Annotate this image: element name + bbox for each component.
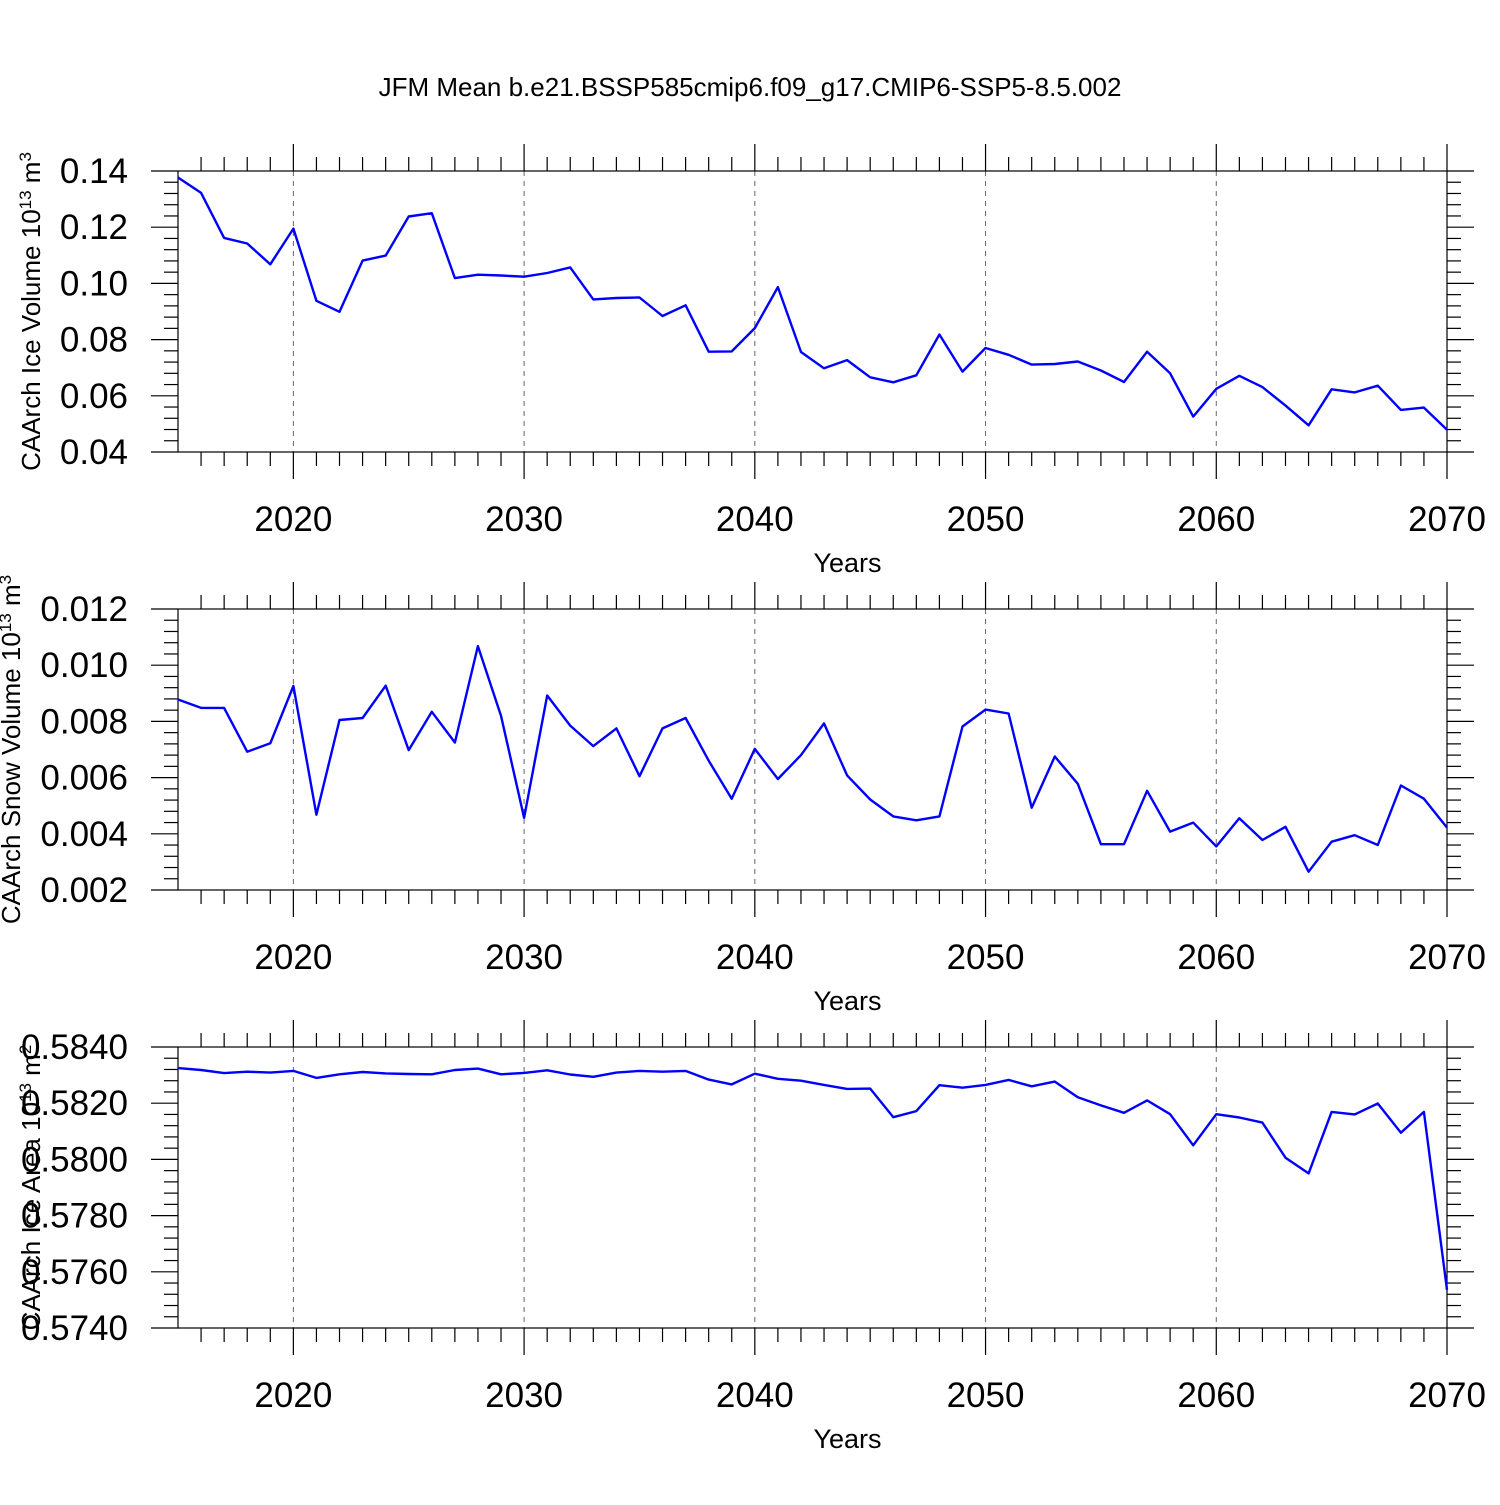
y-tick-label: 0.5740 bbox=[21, 1309, 128, 1348]
x-tick-label: 2060 bbox=[1177, 938, 1255, 977]
y-axis-label: CAArch Ice Area 1013 m2 bbox=[16, 1045, 47, 1331]
x-tick-label: 2050 bbox=[947, 1376, 1025, 1415]
x-tick-label: 2020 bbox=[254, 938, 332, 977]
x-tick-label: 2060 bbox=[1177, 1376, 1255, 1415]
y-axis-label: CAArch Snow Volume 1013 m3 bbox=[0, 575, 26, 924]
x-tick-label: 2020 bbox=[254, 500, 332, 539]
y-tick-label: 0.12 bbox=[60, 208, 128, 247]
x-tick-label: 2060 bbox=[1177, 500, 1255, 539]
x-tick-label: 2040 bbox=[716, 500, 794, 539]
x-tick-label: 2070 bbox=[1408, 500, 1486, 539]
series-line bbox=[177, 644, 1448, 873]
plot-frame bbox=[177, 608, 1448, 891]
x-tick-label: 2050 bbox=[947, 500, 1025, 539]
x-tick-label: 2070 bbox=[1408, 1376, 1486, 1415]
plot-frame bbox=[177, 1046, 1448, 1329]
y-tick-label: 0.04 bbox=[60, 433, 128, 472]
y-tick-label: 0.5840 bbox=[21, 1028, 128, 1067]
x-axis-label: Years bbox=[813, 1424, 881, 1454]
x-tick-label: 2070 bbox=[1408, 938, 1486, 977]
series-line bbox=[177, 1066, 1449, 1290]
plot-frame bbox=[177, 170, 1448, 453]
x-axis-label: Years bbox=[813, 548, 881, 578]
y-tick-label: 0.5760 bbox=[21, 1253, 128, 1292]
x-tick-label: 2040 bbox=[716, 938, 794, 977]
x-tick-label: 2030 bbox=[485, 1376, 563, 1415]
y-tick-label: 0.14 bbox=[60, 152, 128, 191]
y-tick-label: 0.002 bbox=[40, 871, 128, 910]
y-axis-label: CAArch Ice Volume 1013 m3 bbox=[16, 152, 47, 471]
x-tick-label: 2030 bbox=[485, 500, 563, 539]
y-tick-label: 0.5780 bbox=[21, 1197, 128, 1236]
x-tick-label: 2030 bbox=[485, 938, 563, 977]
x-tick-label: 2050 bbox=[947, 938, 1025, 977]
x-tick-label: 2020 bbox=[254, 1376, 332, 1415]
y-tick-label: 0.012 bbox=[40, 590, 128, 629]
x-axis-label: Years bbox=[813, 986, 881, 1016]
y-tick-label: 0.008 bbox=[40, 702, 128, 741]
series-line bbox=[177, 176, 1448, 431]
y-tick-label: 0.010 bbox=[40, 646, 128, 685]
x-tick-label: 2040 bbox=[716, 1376, 794, 1415]
y-tick-label: 0.10 bbox=[60, 264, 128, 303]
y-tick-label: 0.06 bbox=[60, 377, 128, 416]
panel-2: 2020 2030 2040 2050 2060 2070 0.002 0.004 0.006 0… bbox=[0, 575, 1486, 1016]
chart-title: JFM Mean b.e21.BSSP585cmip6.f09_g17.CMIP… bbox=[379, 72, 1122, 102]
y-tick-label: 0.006 bbox=[40, 759, 128, 798]
y-tick-label: 0.08 bbox=[60, 321, 128, 360]
panel-1: 2020 2030 2040 2050 2060 2070 0.04 0.06 0.08 0.10… bbox=[16, 144, 1486, 578]
y-tick-label: 0.004 bbox=[40, 815, 128, 854]
y-tick-label: 0.5800 bbox=[21, 1140, 128, 1179]
y-tick-label: 0.5820 bbox=[21, 1084, 128, 1123]
panel-3: 2020 2030 2040 2050 2060 2070 0.5740 0.5760 0.57… bbox=[16, 1020, 1486, 1454]
